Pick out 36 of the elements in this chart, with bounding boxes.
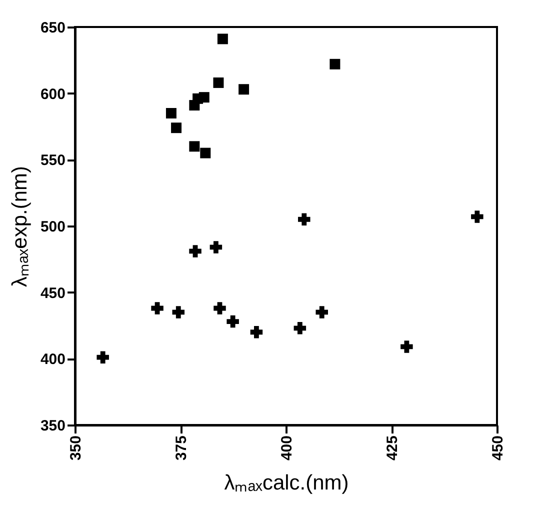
point <box>226 315 239 328</box>
point <box>250 326 263 338</box>
y-tick-label: 450 <box>40 284 66 302</box>
point <box>200 148 211 158</box>
point <box>189 141 200 152</box>
point <box>294 322 306 334</box>
point <box>238 84 250 95</box>
point <box>330 58 340 70</box>
y-tick-label: 350 <box>40 418 66 434</box>
point <box>151 302 164 314</box>
y-axis-title: λₘₐₓexp.(nm) <box>8 166 32 288</box>
y-tick-label: 550 <box>40 152 66 170</box>
y-tick-label: 500 <box>40 218 66 236</box>
point <box>96 351 109 364</box>
point <box>210 241 222 254</box>
point <box>172 306 185 318</box>
y-tick-label: 400 <box>40 351 66 368</box>
point <box>213 77 224 88</box>
point <box>400 340 413 353</box>
point <box>171 122 182 134</box>
y-tick-label: 600 <box>40 86 66 103</box>
x-tick-label: 375 <box>173 436 190 461</box>
y-tick-label: 650 <box>40 20 66 36</box>
point <box>198 92 210 103</box>
point <box>166 108 176 118</box>
x-tick-label: 450 <box>490 436 506 461</box>
x-tick-label: 425 <box>384 436 401 461</box>
point <box>316 306 328 318</box>
point <box>189 245 202 258</box>
x-axis-title: λₘₐₓcalc.(nm) <box>224 472 349 495</box>
point <box>217 34 228 44</box>
x-tick-label: 350 <box>68 436 84 461</box>
point <box>298 213 310 226</box>
point <box>214 302 226 314</box>
x-tick-label: 400 <box>278 436 296 461</box>
point <box>471 210 484 223</box>
